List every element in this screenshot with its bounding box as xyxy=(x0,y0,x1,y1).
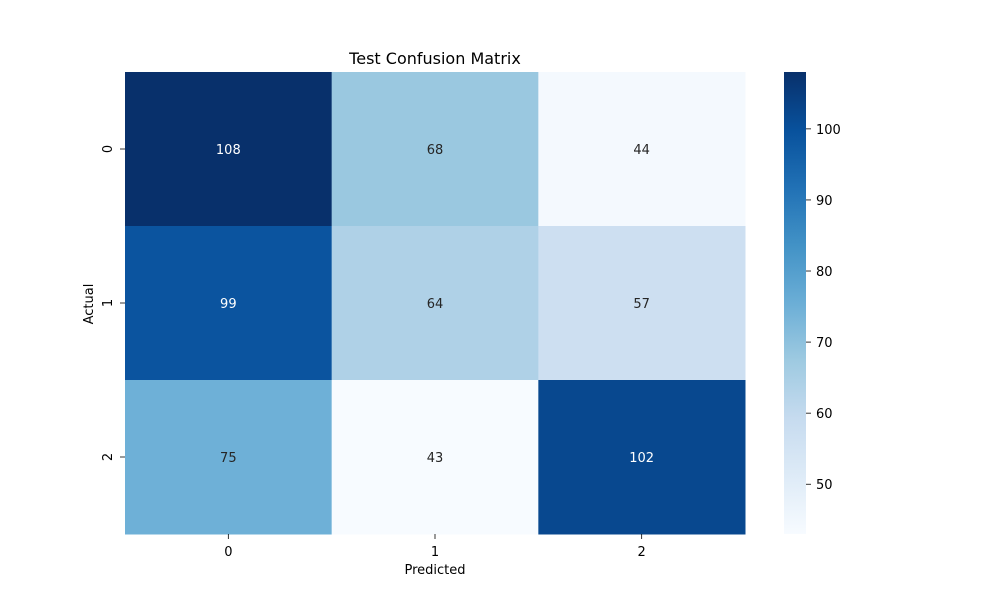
x-axis-ticks: 0 1 2 xyxy=(224,534,646,560)
colorbar-tick-label-2: 70 xyxy=(816,336,833,351)
heatmap-cell-2-0 xyxy=(125,380,333,535)
y-tick-label-2: 2 xyxy=(101,453,116,461)
x-tick-label-2: 2 xyxy=(638,545,646,560)
heatmap-cell-0-0 xyxy=(125,72,333,227)
heatmap-cell-1-1 xyxy=(331,226,539,381)
heatmap-cell-1-0 xyxy=(125,226,333,381)
colorbar-tick-label-1: 60 xyxy=(816,407,833,422)
y-axis-label: Actual xyxy=(82,284,97,325)
colorbar-tick-label-0: 50 xyxy=(816,478,833,493)
x-tick-label-0: 0 xyxy=(224,545,232,560)
y-tick-label-1: 1 xyxy=(101,299,116,307)
x-tick-label-1: 1 xyxy=(431,545,439,560)
heatmap-cell-labels: 108 68 44 99 64 57 75 43 102 xyxy=(216,143,654,466)
cell-value-2-1: 43 xyxy=(427,451,444,466)
chart-title: Test Confusion Matrix xyxy=(348,49,521,68)
heatmap-cells xyxy=(125,72,746,535)
heatmap-cell-2-2 xyxy=(538,380,746,535)
cell-value-0-0: 108 xyxy=(216,143,241,158)
colorbar-tick-label-4: 90 xyxy=(816,194,833,209)
cell-value-1-1: 64 xyxy=(427,297,444,312)
colorbar-tick-label-5: 100 xyxy=(816,123,841,138)
colorbar-ticks: 50 60 70 80 90 100 xyxy=(806,123,841,493)
cell-value-1-2: 57 xyxy=(633,297,650,312)
cell-value-0-1: 68 xyxy=(427,143,444,158)
colorbar-tick-label-3: 80 xyxy=(816,265,833,280)
heatmap-cell-1-2 xyxy=(538,226,746,381)
cell-value-1-0: 99 xyxy=(220,297,237,312)
y-axis-ticks: 0 1 2 xyxy=(101,145,125,461)
heatmap-cell-0-1 xyxy=(331,72,539,227)
colorbar xyxy=(784,72,806,534)
cell-value-2-0: 75 xyxy=(220,451,237,466)
cell-value-0-2: 44 xyxy=(633,143,650,158)
heatmap-cell-0-2 xyxy=(538,72,746,227)
y-tick-label-0: 0 xyxy=(101,145,116,153)
x-axis-label: Predicted xyxy=(404,563,465,578)
heatmap-cell-2-1 xyxy=(331,380,539,535)
cell-value-2-2: 102 xyxy=(629,451,654,466)
